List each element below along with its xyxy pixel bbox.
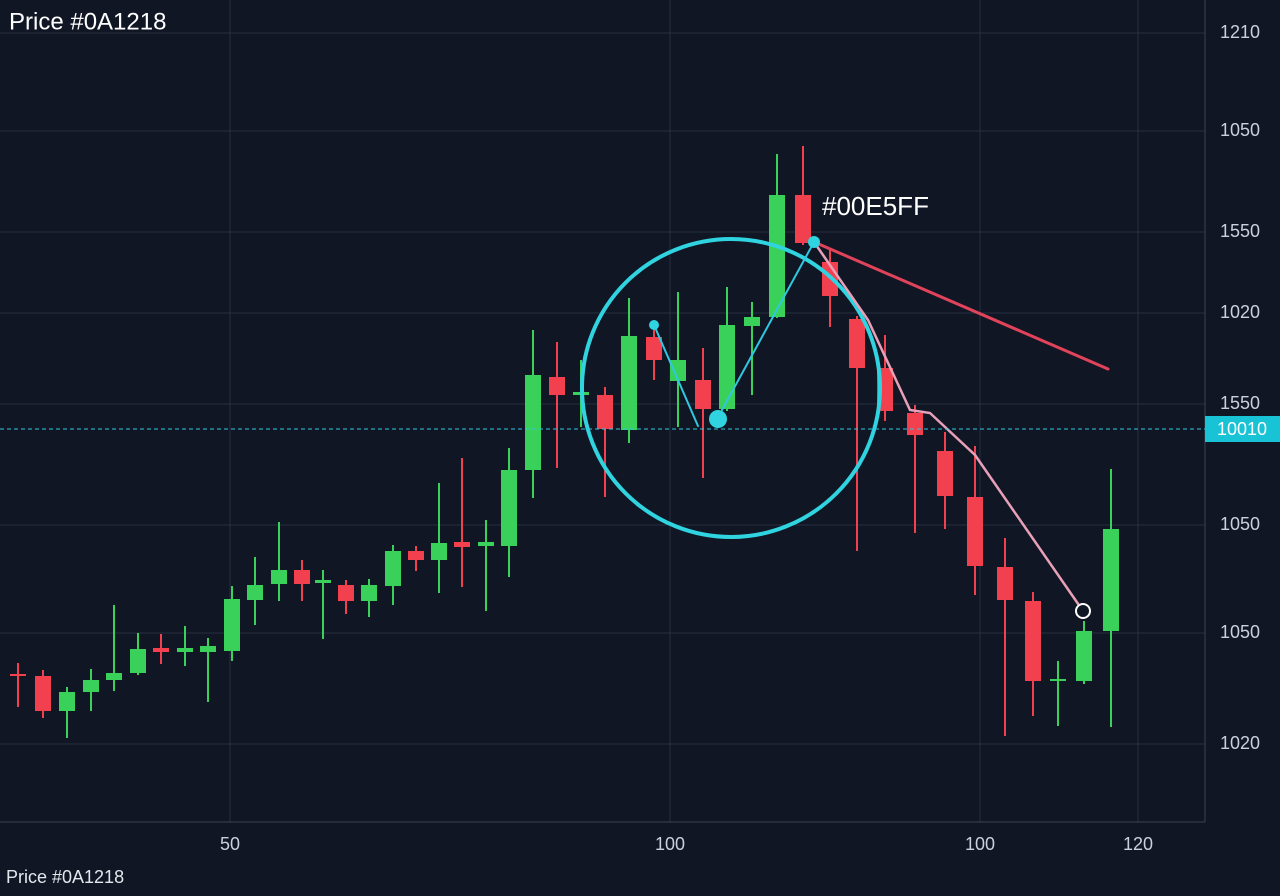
anchor-dot — [808, 236, 820, 248]
candle-body — [478, 542, 494, 546]
candle-body — [361, 585, 377, 601]
y-tick-label: 1210 — [1220, 22, 1260, 42]
x-tick-label: 100 — [655, 834, 685, 854]
price-label: 10010 — [1217, 419, 1267, 439]
circle-drawing — [580, 237, 882, 539]
y-tick-label: 1050 — [1220, 120, 1260, 140]
candle-body — [719, 325, 735, 409]
candle-body — [1076, 631, 1092, 681]
candle-body — [106, 673, 122, 680]
x-tick-label: 50 — [220, 834, 240, 854]
candle-body — [997, 567, 1013, 600]
annotation: #00E5FF — [822, 191, 929, 221]
candle-body — [670, 360, 686, 381]
candle-body — [83, 680, 99, 692]
y-tick-label: 1020 — [1220, 733, 1260, 753]
anchor-dot — [1075, 603, 1091, 619]
footer: Price #0A1218 — [6, 867, 124, 887]
candle-body — [454, 542, 470, 547]
trend-line — [812, 240, 1110, 371]
y-tick-label: 1550 — [1220, 221, 1260, 241]
candle-body — [907, 413, 923, 435]
anchor-dot — [709, 410, 727, 428]
y-tick-label: 1020 — [1220, 302, 1260, 322]
anchor-dot — [649, 320, 659, 330]
candle-body — [315, 580, 331, 583]
candle-body — [385, 551, 401, 586]
y-tick-label: 1550 — [1220, 393, 1260, 413]
y-tick-label: 1050 — [1220, 622, 1260, 642]
candle-body — [1025, 601, 1041, 681]
candle-body — [408, 551, 424, 560]
candle-body — [200, 646, 216, 652]
candle-body — [646, 337, 662, 360]
candle-body — [338, 585, 354, 601]
candle-body — [247, 585, 263, 600]
candle-body — [849, 319, 865, 368]
candle-body — [35, 676, 51, 711]
candle-body — [153, 648, 169, 652]
candle-body — [525, 375, 541, 470]
candle-body — [769, 195, 785, 317]
candle-body — [795, 195, 811, 243]
price-tag — [1205, 416, 1280, 442]
candle-body — [130, 649, 146, 673]
candle-body — [744, 317, 760, 326]
x-tick-label: 120 — [1123, 834, 1153, 854]
candle-body — [294, 570, 310, 584]
trend-line — [721, 241, 815, 411]
candle-body — [10, 674, 26, 676]
candle-body — [224, 599, 240, 651]
candle-body — [271, 570, 287, 584]
drawings — [580, 236, 1110, 619]
candle-body — [597, 395, 613, 429]
candle-body — [695, 380, 711, 409]
candle-body — [1050, 679, 1066, 681]
trend-line — [653, 324, 699, 427]
candle-body — [177, 648, 193, 652]
candle-body — [549, 377, 565, 395]
path-line — [812, 240, 1085, 613]
candle-body — [1103, 529, 1119, 631]
candle-body — [621, 336, 637, 430]
candle-body — [431, 543, 447, 560]
x-tick-label: 100 — [965, 834, 995, 854]
candle-body — [59, 692, 75, 711]
y-tick-label: 1050 — [1220, 514, 1260, 534]
candle-body — [967, 497, 983, 566]
candle-body — [937, 451, 953, 496]
candle-body — [501, 470, 517, 546]
chart-title: Price #0A1218 — [9, 8, 166, 35]
